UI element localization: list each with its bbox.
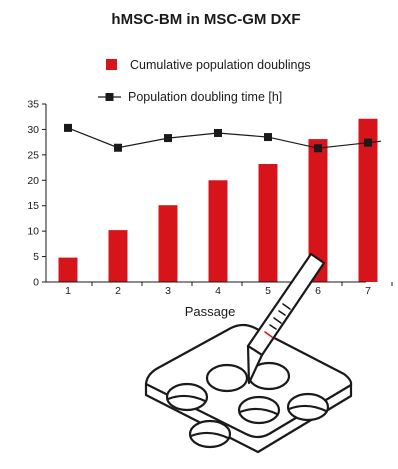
x-axis-title: Passage bbox=[185, 304, 236, 319]
well-5-depth bbox=[238, 407, 279, 416]
well-4-depth bbox=[189, 431, 230, 440]
well-2 bbox=[205, 363, 249, 393]
legend-swatch-bars bbox=[106, 59, 117, 70]
x-tick-label: 5 bbox=[265, 285, 271, 297]
y-tick-label: 30 bbox=[27, 124, 39, 136]
line-marker-passage-6 bbox=[314, 144, 322, 153]
y-tick-label: 20 bbox=[27, 175, 39, 187]
legend: Cumulative population doublings Populati… bbox=[98, 58, 311, 104]
y-axis-ticks: 0 5 10 15 20 25 30 35 bbox=[27, 99, 46, 289]
y-tick-label: 15 bbox=[27, 200, 39, 212]
x-tick-label: 6 bbox=[315, 285, 321, 297]
x-tick-label: 2 bbox=[115, 285, 121, 297]
line-marker-passage-4 bbox=[214, 128, 222, 137]
bar-passage-5 bbox=[258, 164, 278, 282]
x-tick-label: 1 bbox=[65, 285, 71, 297]
pipette-graduations bbox=[264, 303, 291, 338]
line-marker-passage-2 bbox=[114, 143, 122, 152]
legend-label-bars: Cumulative population doublings bbox=[130, 58, 311, 72]
bar-passage-2 bbox=[108, 230, 128, 282]
line-series bbox=[64, 123, 382, 153]
bar-passage-1 bbox=[58, 257, 78, 282]
bar-series bbox=[58, 118, 378, 283]
line-marker-passage-7 bbox=[364, 138, 372, 147]
pipette-tip bbox=[246, 344, 264, 385]
y-tick-label: 25 bbox=[27, 149, 39, 161]
bar-passage-3 bbox=[158, 205, 178, 282]
legend-label-line: Population doubling time [h] bbox=[128, 90, 282, 104]
line-marker-passage-3 bbox=[164, 134, 172, 143]
well-6-depth bbox=[287, 404, 328, 413]
bar-passage-4 bbox=[208, 180, 228, 282]
legend-swatch-marker bbox=[105, 93, 114, 101]
line-marker-passage-5 bbox=[264, 133, 272, 142]
bar-passage-6 bbox=[308, 139, 328, 282]
bar-passage-7 bbox=[358, 118, 378, 283]
y-tick-label: 35 bbox=[27, 99, 39, 111]
y-tick-label: 5 bbox=[33, 251, 39, 263]
y-tick-label: 0 bbox=[33, 277, 39, 289]
x-tick-label: 3 bbox=[165, 285, 171, 297]
y-tick-label: 10 bbox=[27, 226, 39, 238]
plot-area: 0 5 10 15 20 25 30 35 1 2 3 4 5 6 7 Passage bbox=[27, 99, 393, 319]
chart-title: hMSC-BM in MSC-GM DXF bbox=[111, 11, 300, 28]
well-1-depth bbox=[166, 394, 207, 403]
line-marker-passage-1 bbox=[64, 123, 72, 132]
pipette-well-plate-icon bbox=[144, 252, 353, 454]
x-tick-label: 4 bbox=[215, 285, 221, 297]
x-axis-ticks: 1 2 3 4 5 6 7 bbox=[65, 282, 393, 297]
line-path bbox=[67, 127, 382, 149]
x-tick-label: 7 bbox=[365, 285, 371, 297]
